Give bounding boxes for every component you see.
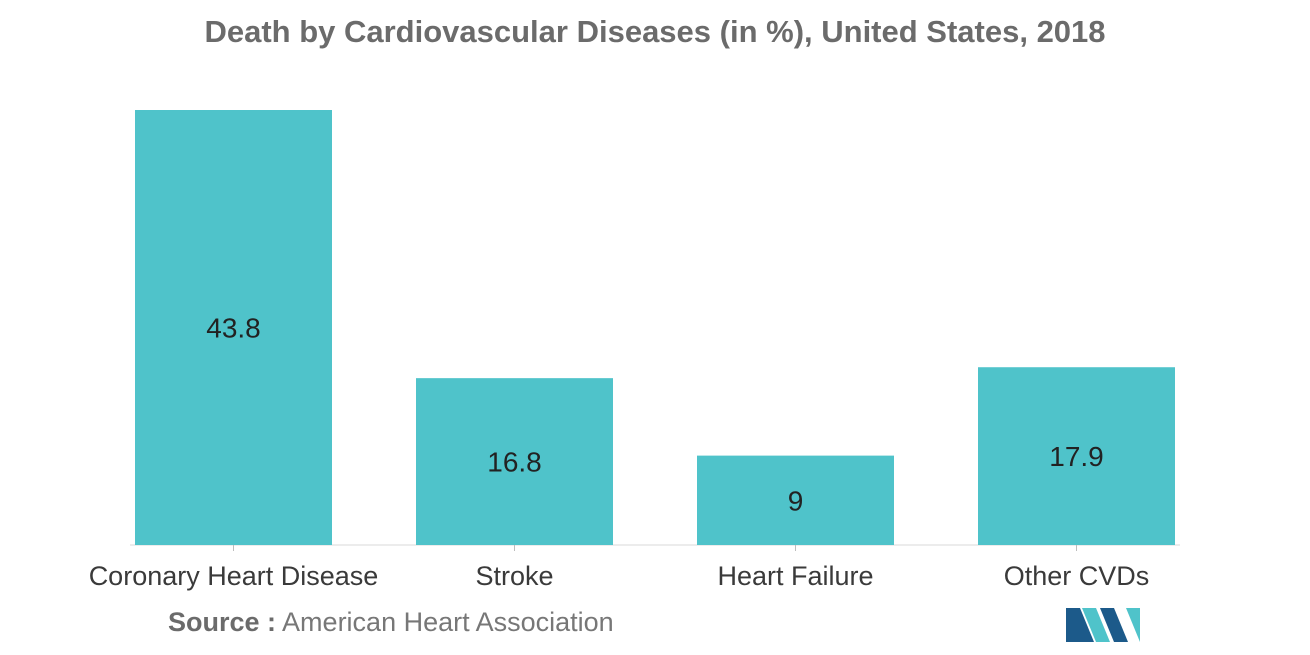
x-tick-label-2: Heart Failure bbox=[717, 561, 873, 591]
x-ticks-layer: Coronary Heart Disease Stroke Heart Failur… bbox=[89, 545, 1150, 591]
x-tick-label-3: Other CVDs bbox=[1004, 561, 1150, 591]
bar-3 bbox=[978, 367, 1175, 545]
data-label-3: 17.9 bbox=[1049, 441, 1104, 472]
data-label-2: 9 bbox=[788, 485, 804, 516]
source-text: American Heart Association bbox=[282, 607, 614, 637]
data-label-1: 16.8 bbox=[487, 447, 542, 478]
data-labels-layer: 43.8 16.8 9 17.9 bbox=[206, 313, 1104, 517]
bars-layer bbox=[135, 110, 1175, 545]
data-label-0: 43.8 bbox=[206, 313, 261, 344]
bar-2 bbox=[697, 455, 894, 545]
x-tick-label-1: Stroke bbox=[475, 561, 553, 591]
source-label: Source : bbox=[168, 607, 277, 637]
source-note: Source : American Heart Association bbox=[168, 607, 614, 638]
bar-0 bbox=[135, 110, 332, 545]
brand-logo-icon bbox=[1066, 608, 1140, 642]
chart-title: Death by Cardiovascular Diseases (in %),… bbox=[204, 14, 1106, 49]
x-tick-label-0: Coronary Heart Disease bbox=[89, 561, 379, 591]
bar-1 bbox=[416, 378, 613, 545]
